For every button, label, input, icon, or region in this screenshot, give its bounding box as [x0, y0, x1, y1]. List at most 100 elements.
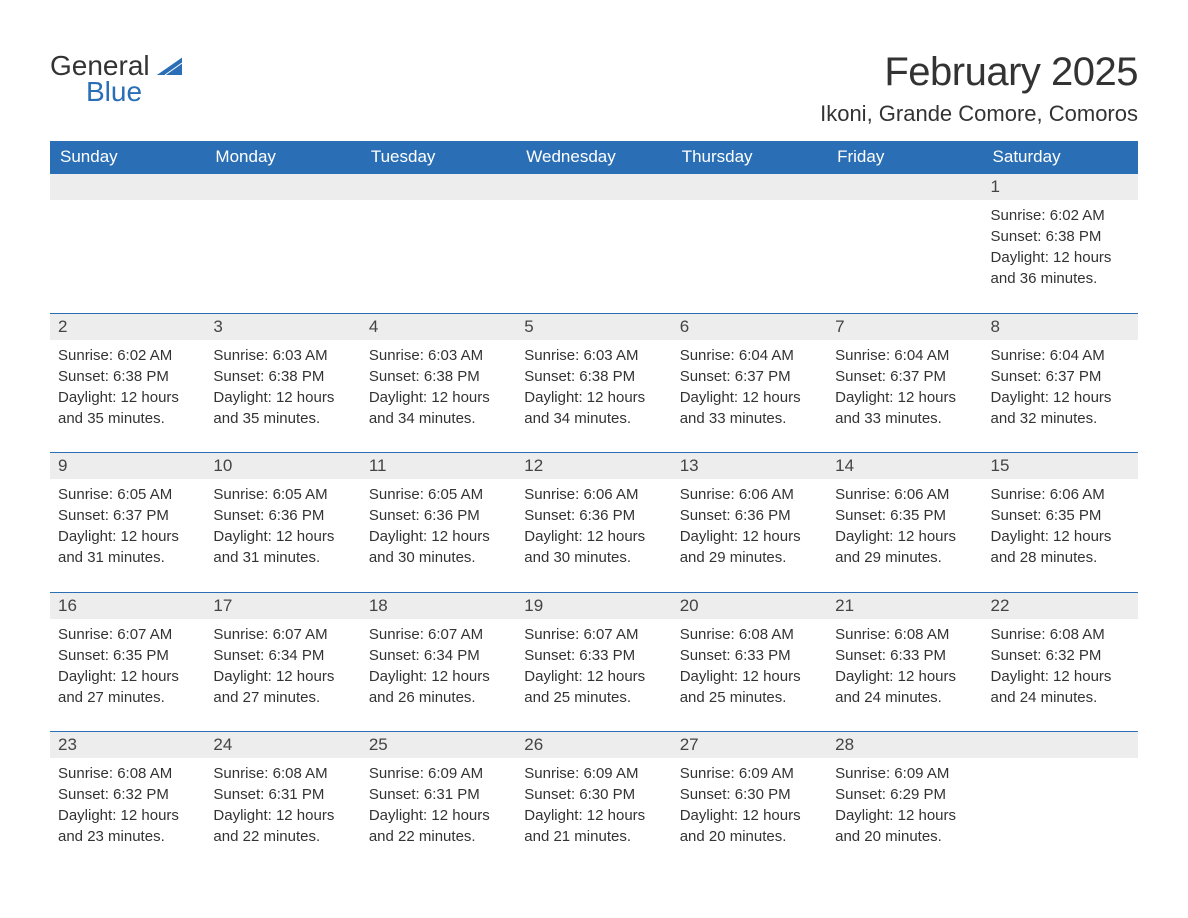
- day-detail-cell: Sunrise: 6:05 AMSunset: 6:36 PMDaylight:…: [205, 479, 360, 570]
- day-number-cell: 5: [516, 313, 671, 340]
- sunset-text: Sunset: 6:33 PM: [680, 645, 819, 666]
- sunset-text: Sunset: 6:32 PM: [991, 645, 1130, 666]
- daylight-text: Daylight: 12 hours: [991, 387, 1130, 408]
- day-number-cell: 3: [205, 313, 360, 340]
- brand-logo: General Blue: [50, 50, 182, 108]
- day-number-cell: 27: [672, 732, 827, 759]
- sunset-text: Sunset: 6:37 PM: [835, 366, 974, 387]
- weekday-header: Tuesday: [361, 141, 516, 174]
- month-title: February 2025: [820, 50, 1138, 95]
- sunrise-text: Sunrise: 6:04 AM: [680, 345, 819, 366]
- sunrise-text: Sunrise: 6:07 AM: [369, 624, 508, 645]
- sunrise-text: Sunrise: 6:08 AM: [991, 624, 1130, 645]
- daylight-text: Daylight: 12 hours: [524, 666, 663, 687]
- day-number-cell: 11: [361, 453, 516, 480]
- day-number-cell: 1: [983, 174, 1138, 201]
- detail-row: Sunrise: 6:05 AMSunset: 6:37 PMDaylight:…: [50, 479, 1138, 570]
- daylight-text: Daylight: 12 hours: [213, 805, 352, 826]
- day-detail-cell: Sunrise: 6:04 AMSunset: 6:37 PMDaylight:…: [983, 340, 1138, 431]
- sunset-text: Sunset: 6:30 PM: [680, 784, 819, 805]
- day-detail-cell: Sunrise: 6:06 AMSunset: 6:36 PMDaylight:…: [516, 479, 671, 570]
- day-number-cell: 10: [205, 453, 360, 480]
- day-detail-cell: [50, 200, 205, 291]
- sunrise-text: Sunrise: 6:09 AM: [524, 763, 663, 784]
- day-number-cell: 8: [983, 313, 1138, 340]
- sunset-text: Sunset: 6:29 PM: [835, 784, 974, 805]
- daylight-text: and 34 minutes.: [369, 408, 508, 429]
- sunset-text: Sunset: 6:37 PM: [991, 366, 1130, 387]
- sunset-text: Sunset: 6:31 PM: [213, 784, 352, 805]
- day-detail-cell: Sunrise: 6:07 AMSunset: 6:34 PMDaylight:…: [361, 619, 516, 710]
- day-number-cell: 25: [361, 732, 516, 759]
- sunrise-text: Sunrise: 6:07 AM: [524, 624, 663, 645]
- daylight-text: and 24 minutes.: [835, 687, 974, 708]
- sunset-text: Sunset: 6:32 PM: [58, 784, 197, 805]
- sunrise-text: Sunrise: 6:02 AM: [991, 205, 1130, 226]
- day-number-cell: 20: [672, 592, 827, 619]
- sunset-text: Sunset: 6:36 PM: [680, 505, 819, 526]
- sunset-text: Sunset: 6:36 PM: [369, 505, 508, 526]
- daylight-text: and 33 minutes.: [680, 408, 819, 429]
- daylight-text: Daylight: 12 hours: [680, 526, 819, 547]
- week-spacer: [50, 570, 1138, 592]
- sunrise-text: Sunrise: 6:06 AM: [835, 484, 974, 505]
- sunset-text: Sunset: 6:35 PM: [835, 505, 974, 526]
- week-spacer: [50, 431, 1138, 453]
- daylight-text: Daylight: 12 hours: [524, 387, 663, 408]
- sunrise-text: Sunrise: 6:03 AM: [213, 345, 352, 366]
- daylight-text: Daylight: 12 hours: [58, 805, 197, 826]
- sunrise-text: Sunrise: 6:06 AM: [991, 484, 1130, 505]
- daylight-text: Daylight: 12 hours: [58, 666, 197, 687]
- sunset-text: Sunset: 6:36 PM: [213, 505, 352, 526]
- day-number-cell: 2: [50, 313, 205, 340]
- day-number-cell: 4: [361, 313, 516, 340]
- day-number-cell: 9: [50, 453, 205, 480]
- day-number-cell: 23: [50, 732, 205, 759]
- sunset-text: Sunset: 6:31 PM: [369, 784, 508, 805]
- day-detail-cell: Sunrise: 6:05 AMSunset: 6:37 PMDaylight:…: [50, 479, 205, 570]
- sunset-text: Sunset: 6:33 PM: [524, 645, 663, 666]
- day-detail-cell: Sunrise: 6:06 AMSunset: 6:36 PMDaylight:…: [672, 479, 827, 570]
- week-spacer: [50, 291, 1138, 313]
- day-detail-cell: [983, 758, 1138, 849]
- sunrise-text: Sunrise: 6:08 AM: [835, 624, 974, 645]
- daylight-text: Daylight: 12 hours: [58, 387, 197, 408]
- daylight-text: and 28 minutes.: [991, 547, 1130, 568]
- daylight-text: Daylight: 12 hours: [991, 247, 1130, 268]
- day-detail-cell: Sunrise: 6:09 AMSunset: 6:29 PMDaylight:…: [827, 758, 982, 849]
- sunrise-text: Sunrise: 6:05 AM: [213, 484, 352, 505]
- sunrise-text: Sunrise: 6:06 AM: [524, 484, 663, 505]
- day-detail-cell: Sunrise: 6:08 AMSunset: 6:31 PMDaylight:…: [205, 758, 360, 849]
- daylight-text: and 29 minutes.: [680, 547, 819, 568]
- day-detail-cell: Sunrise: 6:02 AMSunset: 6:38 PMDaylight:…: [50, 340, 205, 431]
- day-detail-cell: [205, 200, 360, 291]
- day-detail-cell: Sunrise: 6:03 AMSunset: 6:38 PMDaylight:…: [205, 340, 360, 431]
- detail-row: Sunrise: 6:02 AMSunset: 6:38 PMDaylight:…: [50, 340, 1138, 431]
- day-number-cell: 16: [50, 592, 205, 619]
- day-number-cell: [361, 174, 516, 201]
- daylight-text: Daylight: 12 hours: [213, 526, 352, 547]
- sunset-text: Sunset: 6:34 PM: [369, 645, 508, 666]
- daylight-text: and 35 minutes.: [213, 408, 352, 429]
- sunset-text: Sunset: 6:35 PM: [58, 645, 197, 666]
- day-detail-cell: Sunrise: 6:09 AMSunset: 6:31 PMDaylight:…: [361, 758, 516, 849]
- brand-flag-icon: [156, 57, 182, 75]
- day-number-cell: [983, 732, 1138, 759]
- day-detail-cell: Sunrise: 6:04 AMSunset: 6:37 PMDaylight:…: [672, 340, 827, 431]
- daylight-text: Daylight: 12 hours: [680, 666, 819, 687]
- sunrise-text: Sunrise: 6:05 AM: [58, 484, 197, 505]
- daylight-text: and 30 minutes.: [369, 547, 508, 568]
- daylight-text: and 23 minutes.: [58, 826, 197, 847]
- daylight-text: Daylight: 12 hours: [991, 526, 1130, 547]
- day-detail-cell: [672, 200, 827, 291]
- daylight-text: Daylight: 12 hours: [213, 387, 352, 408]
- daylight-text: and 33 minutes.: [835, 408, 974, 429]
- day-detail-cell: Sunrise: 6:09 AMSunset: 6:30 PMDaylight:…: [672, 758, 827, 849]
- daylight-text: and 30 minutes.: [524, 547, 663, 568]
- daylight-text: and 34 minutes.: [524, 408, 663, 429]
- sunset-text: Sunset: 6:38 PM: [991, 226, 1130, 247]
- day-number-cell: 12: [516, 453, 671, 480]
- day-detail-cell: Sunrise: 6:07 AMSunset: 6:34 PMDaylight:…: [205, 619, 360, 710]
- daylight-text: and 31 minutes.: [213, 547, 352, 568]
- daylight-text: and 36 minutes.: [991, 268, 1130, 289]
